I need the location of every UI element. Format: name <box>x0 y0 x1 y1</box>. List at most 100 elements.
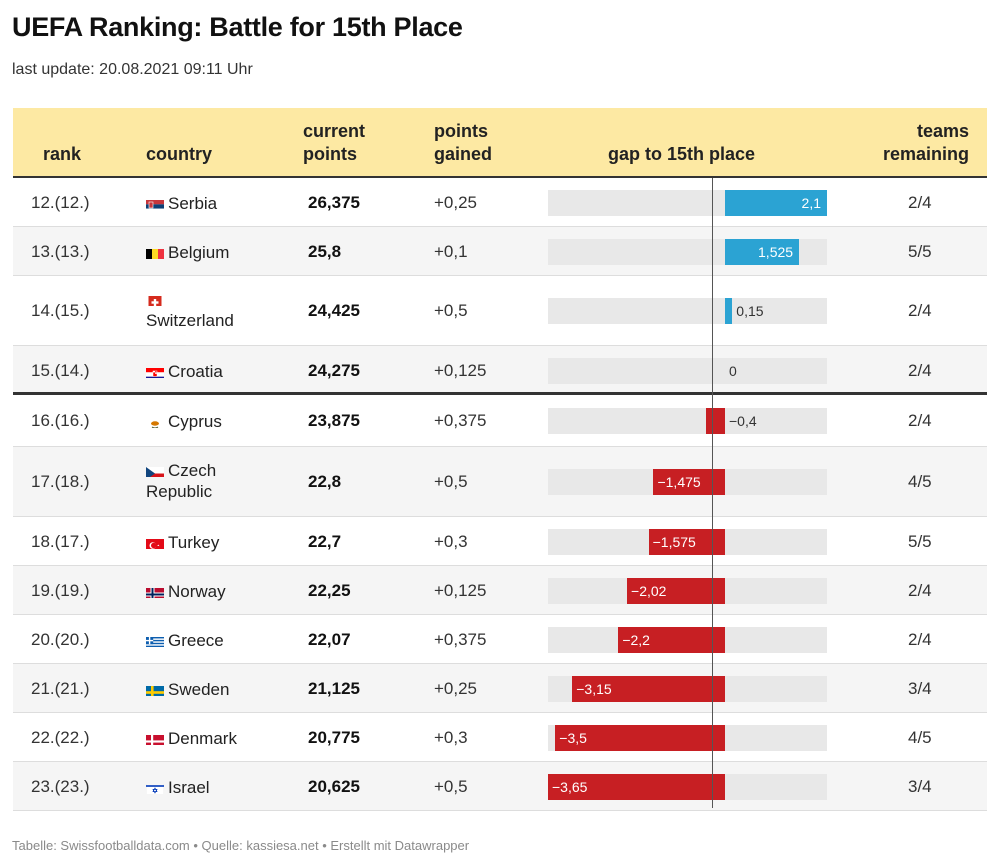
zero-reference-line <box>712 178 713 808</box>
points-gained-cell: +0,125 <box>434 580 487 600</box>
country-cell: Norway <box>146 581 276 602</box>
gap-value-label: 0,15 <box>736 303 764 319</box>
teams-remaining-cell: 2/4 <box>908 301 932 320</box>
country-cell: Sweden <box>146 679 276 700</box>
current-points-cell: 21,125 <box>308 678 360 698</box>
table-row: 12.(12.) Serbia 26,375 +0,25 2,1 2/4 <box>13 178 987 227</box>
teams-remaining-cell: 5/5 <box>908 241 932 261</box>
header-current-points: current points <box>303 120 365 166</box>
country-cell: Cyprus <box>146 411 276 432</box>
gap-value-label: 2,1 <box>801 194 821 211</box>
rank-cell: 16.(16.) <box>31 411 90 430</box>
table-row: 19.(19.) Norway 22,25 +0,125 −2,02 2/4 <box>13 566 987 615</box>
country-cell: Denmark <box>146 728 276 749</box>
teams-remaining-cell: 2/4 <box>908 192 932 212</box>
rank-cell: 18.(17.) <box>31 531 90 551</box>
czech-flag-icon <box>146 464 164 477</box>
ranking-table: rank country current points points gaine… <box>13 108 987 811</box>
country-cell: Serbia <box>146 193 276 214</box>
rank-cell: 15.(14.) <box>31 360 90 380</box>
current-points-cell: 22,8 <box>308 472 342 491</box>
country-cell: Belgium <box>146 242 276 263</box>
country-name: Serbia <box>168 193 218 213</box>
gap-bar-negative <box>705 408 725 434</box>
country-cell: Switzerland <box>146 289 276 331</box>
current-points-cell: 20,775 <box>308 727 360 747</box>
table-row: 22.(22.) Denmark 20,775 +0,3 −3,5 4/5 <box>13 713 987 762</box>
cyprus-flag-icon <box>146 415 164 428</box>
gap-bar-positive <box>725 238 800 265</box>
table-row: 21.(21.) Sweden 21,125 +0,25 −3,15 3/4 <box>13 664 987 713</box>
gap-bar-positive <box>725 189 827 216</box>
current-points-cell: 24,275 <box>308 360 360 380</box>
current-points-cell: 22,7 <box>308 531 342 551</box>
table-row: 20.(20.) Greece 22,07 +0,375 −2,2 2/4 <box>13 615 987 664</box>
header-points-line2: points <box>303 144 357 164</box>
teams-remaining-cell: 4/5 <box>908 472 932 491</box>
header-gained-line1: points <box>434 121 488 141</box>
switzerland-flag-icon <box>146 293 164 306</box>
norway-flag-icon <box>146 585 164 598</box>
teams-remaining-cell: 3/4 <box>908 678 932 698</box>
chart-title: UEFA Ranking: Battle for 15th Place <box>12 12 463 42</box>
points-gained-cell: +0,1 <box>434 241 468 261</box>
rank-cell: 17.(18.) <box>31 472 90 491</box>
country-cell: Israel <box>146 777 276 798</box>
gap-value-label: 1,525 <box>758 243 794 260</box>
turkey-flag-icon <box>146 536 164 549</box>
gap-value-label: −3,15 <box>576 680 612 697</box>
header-rank: rank <box>43 144 82 164</box>
country-name: Denmark <box>168 728 237 748</box>
points-gained-cell: +0,25 <box>434 192 478 212</box>
gap-bar-track <box>548 357 827 384</box>
header-points-line1: current <box>303 121 366 141</box>
country-cell: Czech Republic <box>146 460 276 502</box>
points-gained-cell: +0,125 <box>434 360 487 380</box>
table-row: 13.(13.) Belgium 25,8 +0,1 1,525 5/5 <box>13 227 987 276</box>
country-name: Switzerland <box>146 311 234 330</box>
gap-bar-negative <box>618 626 725 653</box>
current-points-cell: 25,8 <box>308 241 342 261</box>
current-points-cell: 24,425 <box>308 301 360 320</box>
teams-remaining-cell: 2/4 <box>908 411 932 430</box>
header-gained-line2: gained <box>434 144 493 164</box>
serbia-flag-icon <box>146 197 164 210</box>
gap-bar-track <box>548 298 827 324</box>
source-footer: Tabelle: Swissfootballdata.com • Quelle:… <box>12 838 470 853</box>
rank-cell: 19.(19.) <box>31 580 90 600</box>
header-teams-remaining: teams remaining <box>883 120 969 166</box>
points-gained-cell: +0,25 <box>434 678 478 698</box>
current-points-cell: 23,875 <box>308 411 360 430</box>
last-update-subtitle: last update: 20.08.2021 09:11 Uhr <box>12 61 253 78</box>
gap-value-label: −2,02 <box>631 582 667 599</box>
teams-remaining-cell: 2/4 <box>908 360 932 380</box>
gap-value-label: −1,575 <box>652 533 696 550</box>
teams-remaining-cell: 4/5 <box>908 727 932 747</box>
table-header: rank country current points points gaine… <box>13 108 987 178</box>
points-gained-cell: +0,5 <box>434 472 468 491</box>
table-row: 23.(23.) Israel 20,625 +0,5 −3,65 3/4 <box>13 762 987 811</box>
current-points-cell: 26,375 <box>308 192 360 212</box>
gap-value-label: −3,5 <box>559 729 587 746</box>
greece-flag-icon <box>146 634 164 647</box>
country-name: Turkey <box>168 532 220 552</box>
country-name: Cyprus <box>168 412 222 431</box>
country-name: Israel <box>168 777 210 797</box>
rank-cell: 20.(20.) <box>31 629 90 649</box>
country-name: Croatia <box>168 361 223 381</box>
gap-bar-positive <box>725 298 733 324</box>
country-cell: Greece <box>146 630 276 651</box>
gap-value-label: −3,65 <box>552 778 588 795</box>
country-cell: Turkey <box>146 532 276 553</box>
points-gained-cell: +0,3 <box>434 727 468 747</box>
croatia-flag-icon <box>146 365 164 378</box>
header-teams-line1: teams <box>916 121 969 141</box>
table-row: 18.(17.) Turkey 22,7 +0,3 −1,575 5/5 <box>13 517 987 566</box>
country-name: Belgium <box>168 242 230 262</box>
header-teams-line2: remaining <box>882 144 969 164</box>
current-points-cell: 22,07 <box>308 629 351 649</box>
current-points-cell: 22,25 <box>308 580 351 600</box>
header-points-gained: points gained <box>434 120 492 166</box>
points-gained-cell: +0,375 <box>434 629 487 649</box>
belgium-flag-icon <box>146 246 164 259</box>
